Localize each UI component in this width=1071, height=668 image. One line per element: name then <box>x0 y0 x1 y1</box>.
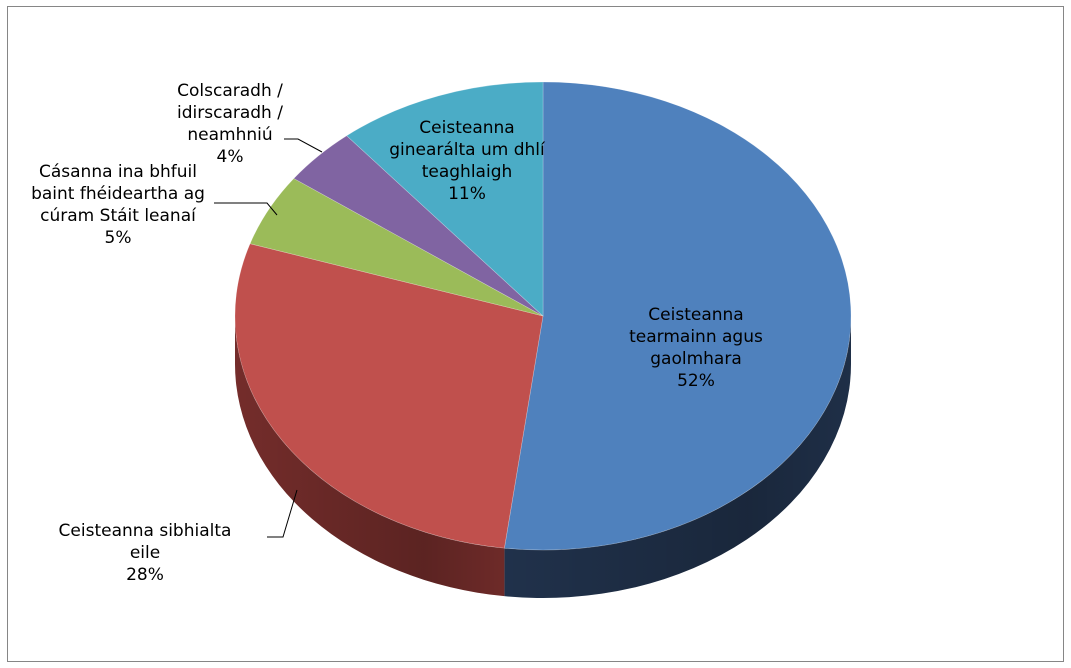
pie-slice-2 <box>234 243 544 549</box>
slice-label-1: Ceisteanna tearmainn agus gaolmhara 52% <box>629 305 763 391</box>
slice-label-line: Colscaradh / <box>177 81 283 101</box>
slice-label-line: baint fhéideartha ag <box>31 184 205 204</box>
slice-percent: 11% <box>448 184 486 204</box>
slice-label-line: Ceisteanna <box>648 305 743 325</box>
pie-slice-1 <box>504 81 852 551</box>
pie-slice-5 <box>346 81 544 317</box>
pie-slice-3 <box>249 178 544 317</box>
leader-line-2 <box>267 489 298 538</box>
slice-label-line: gaolmhara <box>650 349 742 369</box>
slice-label-line: Ceisteanna sibhialta <box>59 521 232 541</box>
leader-line-3 <box>214 202 278 216</box>
slice-percent: 5% <box>105 228 132 248</box>
slice-label-4: Colscaradh / idirscaradh / neamhniú 4% <box>177 81 283 167</box>
slice-label-line: Ceisteanna <box>419 118 514 138</box>
slice-label-line: ginearálta um dhlí <box>389 140 546 160</box>
slice-label-line: Cásanna ina bhfuil <box>39 162 197 182</box>
slice-label-line: neamhniú <box>187 125 272 145</box>
slice-percent: 4% <box>217 147 244 167</box>
slice-label-line: tearmainn agus <box>629 327 763 347</box>
leader-line-4 <box>284 138 323 153</box>
pie-slice-side-shade-2 <box>235 316 505 597</box>
slice-label-line: teaghlaigh <box>422 162 513 182</box>
pie-slice-4 <box>293 135 544 317</box>
slice-label-line: idirscaradh / <box>177 103 283 123</box>
slice-label-line: cúram Stáit leanaí <box>40 206 197 226</box>
slice-percent: 28% <box>126 565 164 585</box>
slice-label-line: eile <box>130 543 160 563</box>
slice-percent: 52% <box>677 371 715 391</box>
slice-label-3: Cásanna ina bhfuil baint fhéideartha ag cú… <box>31 162 205 248</box>
pie-slice-side-shade-1 <box>504 316 851 598</box>
slice-label-5: Ceisteanna ginearálta um dhlí teaghlaigh 11… <box>389 118 546 204</box>
slice-label-2: Ceisteanna sibhialta eile 28% <box>59 521 232 585</box>
